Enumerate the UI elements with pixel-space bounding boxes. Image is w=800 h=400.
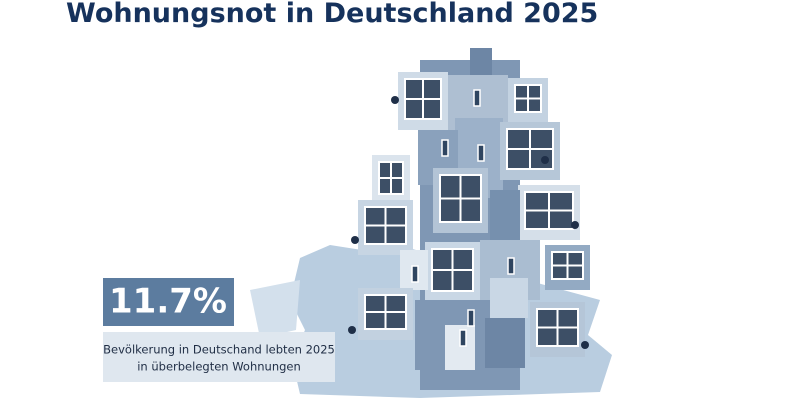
small-window [467, 309, 475, 327]
small-window [477, 144, 485, 162]
small-window [411, 265, 419, 283]
caption-line: in überbelegten Wohnungen [137, 360, 301, 374]
small-window [473, 89, 481, 107]
person [348, 326, 356, 334]
illustration [250, 48, 612, 398]
caption-line: Bevölkerung in Deutschand lebten 2025 [103, 343, 335, 357]
caption-box [103, 332, 335, 382]
person [581, 341, 589, 349]
person [391, 96, 399, 104]
building-block [470, 48, 492, 78]
stat-box [103, 278, 234, 326]
person [571, 221, 579, 229]
building-block [485, 318, 525, 368]
map-shadow [250, 280, 300, 338]
person [351, 236, 359, 244]
small-window [507, 257, 515, 275]
small-window [459, 329, 467, 347]
title: Wohnungsnot in Deutschland 2025 [66, 0, 598, 29]
stat-value: 11.7% [109, 282, 227, 322]
building-block [490, 278, 528, 318]
small-window [441, 139, 449, 157]
person [541, 156, 549, 164]
